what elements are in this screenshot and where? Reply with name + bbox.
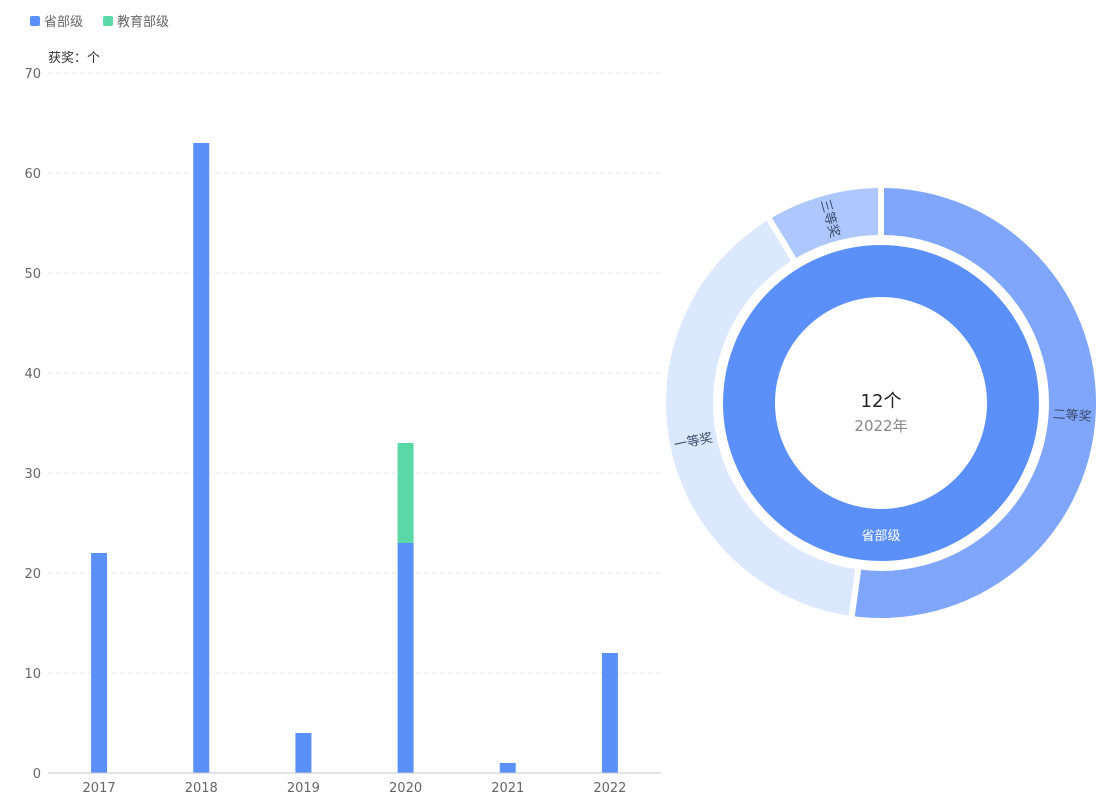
outer-slice-0[interactable] <box>848 182 1102 624</box>
grid-lines <box>48 72 661 674</box>
center-subtitle: 2022年 <box>854 417 907 435</box>
bar-2020-0[interactable] <box>397 543 414 773</box>
legend-swatch-1[interactable] <box>103 16 113 26</box>
outer-slice-label-1: 一等奖 <box>673 430 714 454</box>
legend: 省部级 教育部级 <box>30 14 169 30</box>
x-tick-2018: 2018 <box>185 781 218 796</box>
legend-label-0[interactable]: 省部级 <box>44 15 83 30</box>
inner-slice-0[interactable] <box>723 245 1039 561</box>
legend-label-1[interactable]: 教育部级 <box>117 14 169 30</box>
y-tick-70: 70 <box>24 67 41 82</box>
bar-chart: 获奖：个 0 10 20 30 40 50 60 70 2017 2018 2019 2020 202… <box>24 51 661 796</box>
outer-slice-2[interactable] <box>764 182 884 266</box>
y-tick-30: 30 <box>24 467 41 482</box>
inner-slice-label-0: 省部级 <box>861 529 900 544</box>
y-tick-50: 50 <box>24 267 41 282</box>
bar-2018-0[interactable] <box>193 143 210 773</box>
bar-2022-0[interactable] <box>601 653 618 773</box>
y-tick-0: 0 <box>33 767 41 782</box>
bar-2019-0[interactable] <box>295 733 312 773</box>
bar-2020-1[interactable] <box>397 443 414 543</box>
y-tick-40: 40 <box>24 367 41 382</box>
x-tick-2022: 2022 <box>593 781 626 796</box>
center-value: 12个 <box>861 391 902 412</box>
x-tick-2020: 2020 <box>389 781 422 796</box>
x-tick-2017: 2017 <box>83 781 116 796</box>
outer-slice-label-0: 二等奖 <box>1052 406 1092 425</box>
bars <box>91 143 618 773</box>
outer-slice-1[interactable] <box>660 213 862 622</box>
legend-swatch-0[interactable] <box>30 16 40 26</box>
y-tick-10: 10 <box>24 667 41 682</box>
y-axis-label: 获奖：个 <box>48 51 100 66</box>
x-axis-ticks: 2017 2018 2019 2020 2021 2022 <box>83 781 627 796</box>
x-tick-2021: 2021 <box>491 781 524 796</box>
y-axis-ticks: 0 10 20 30 40 50 60 70 <box>24 67 41 782</box>
inner-ring: 省部级 <box>723 245 1039 561</box>
bar-2021-0[interactable] <box>499 763 516 773</box>
x-tick-2019: 2019 <box>287 781 320 796</box>
y-tick-60: 60 <box>24 167 41 182</box>
bar-2017-0[interactable] <box>91 553 108 773</box>
y-tick-20: 20 <box>24 567 41 582</box>
